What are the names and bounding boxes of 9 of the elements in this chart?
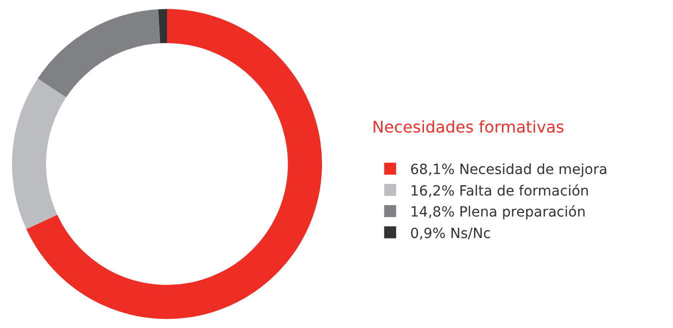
legend-label: 14,8% Plena preparación	[410, 204, 586, 221]
donut-slice	[38, 9, 160, 98]
legend-title: Necesidades formativas	[372, 117, 564, 136]
legend-label: 68,1% Necesidad de mejora	[410, 162, 608, 178]
legend-label: 0,9% Ns/Nc	[410, 226, 491, 242]
legend-label: 16,2% Falta de formación	[410, 183, 590, 200]
donut-slice	[12, 78, 66, 230]
donut-slice	[26, 9, 322, 319]
donut-slice	[158, 9, 167, 44]
